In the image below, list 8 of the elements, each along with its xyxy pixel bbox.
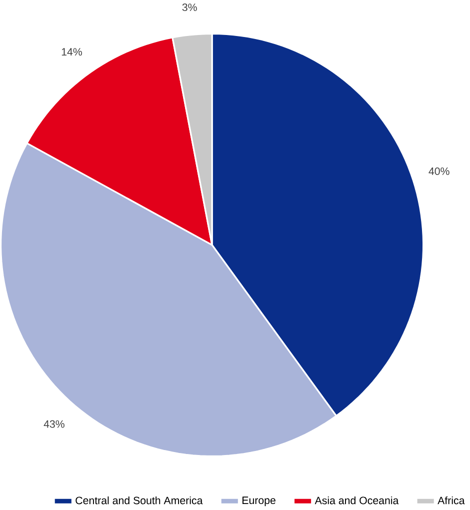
- legend-label: Europe: [242, 496, 276, 506]
- data-label: 40%: [428, 167, 450, 175]
- data-label: 14%: [62, 48, 82, 56]
- legend-label: Central and South America: [76, 496, 203, 504]
- legend-label: Africa: [438, 496, 465, 504]
- data-label: 3%: [182, 4, 197, 12]
- legend-label: Asia and Oceania: [314, 496, 399, 504]
- data-label: 43%: [44, 420, 64, 428]
